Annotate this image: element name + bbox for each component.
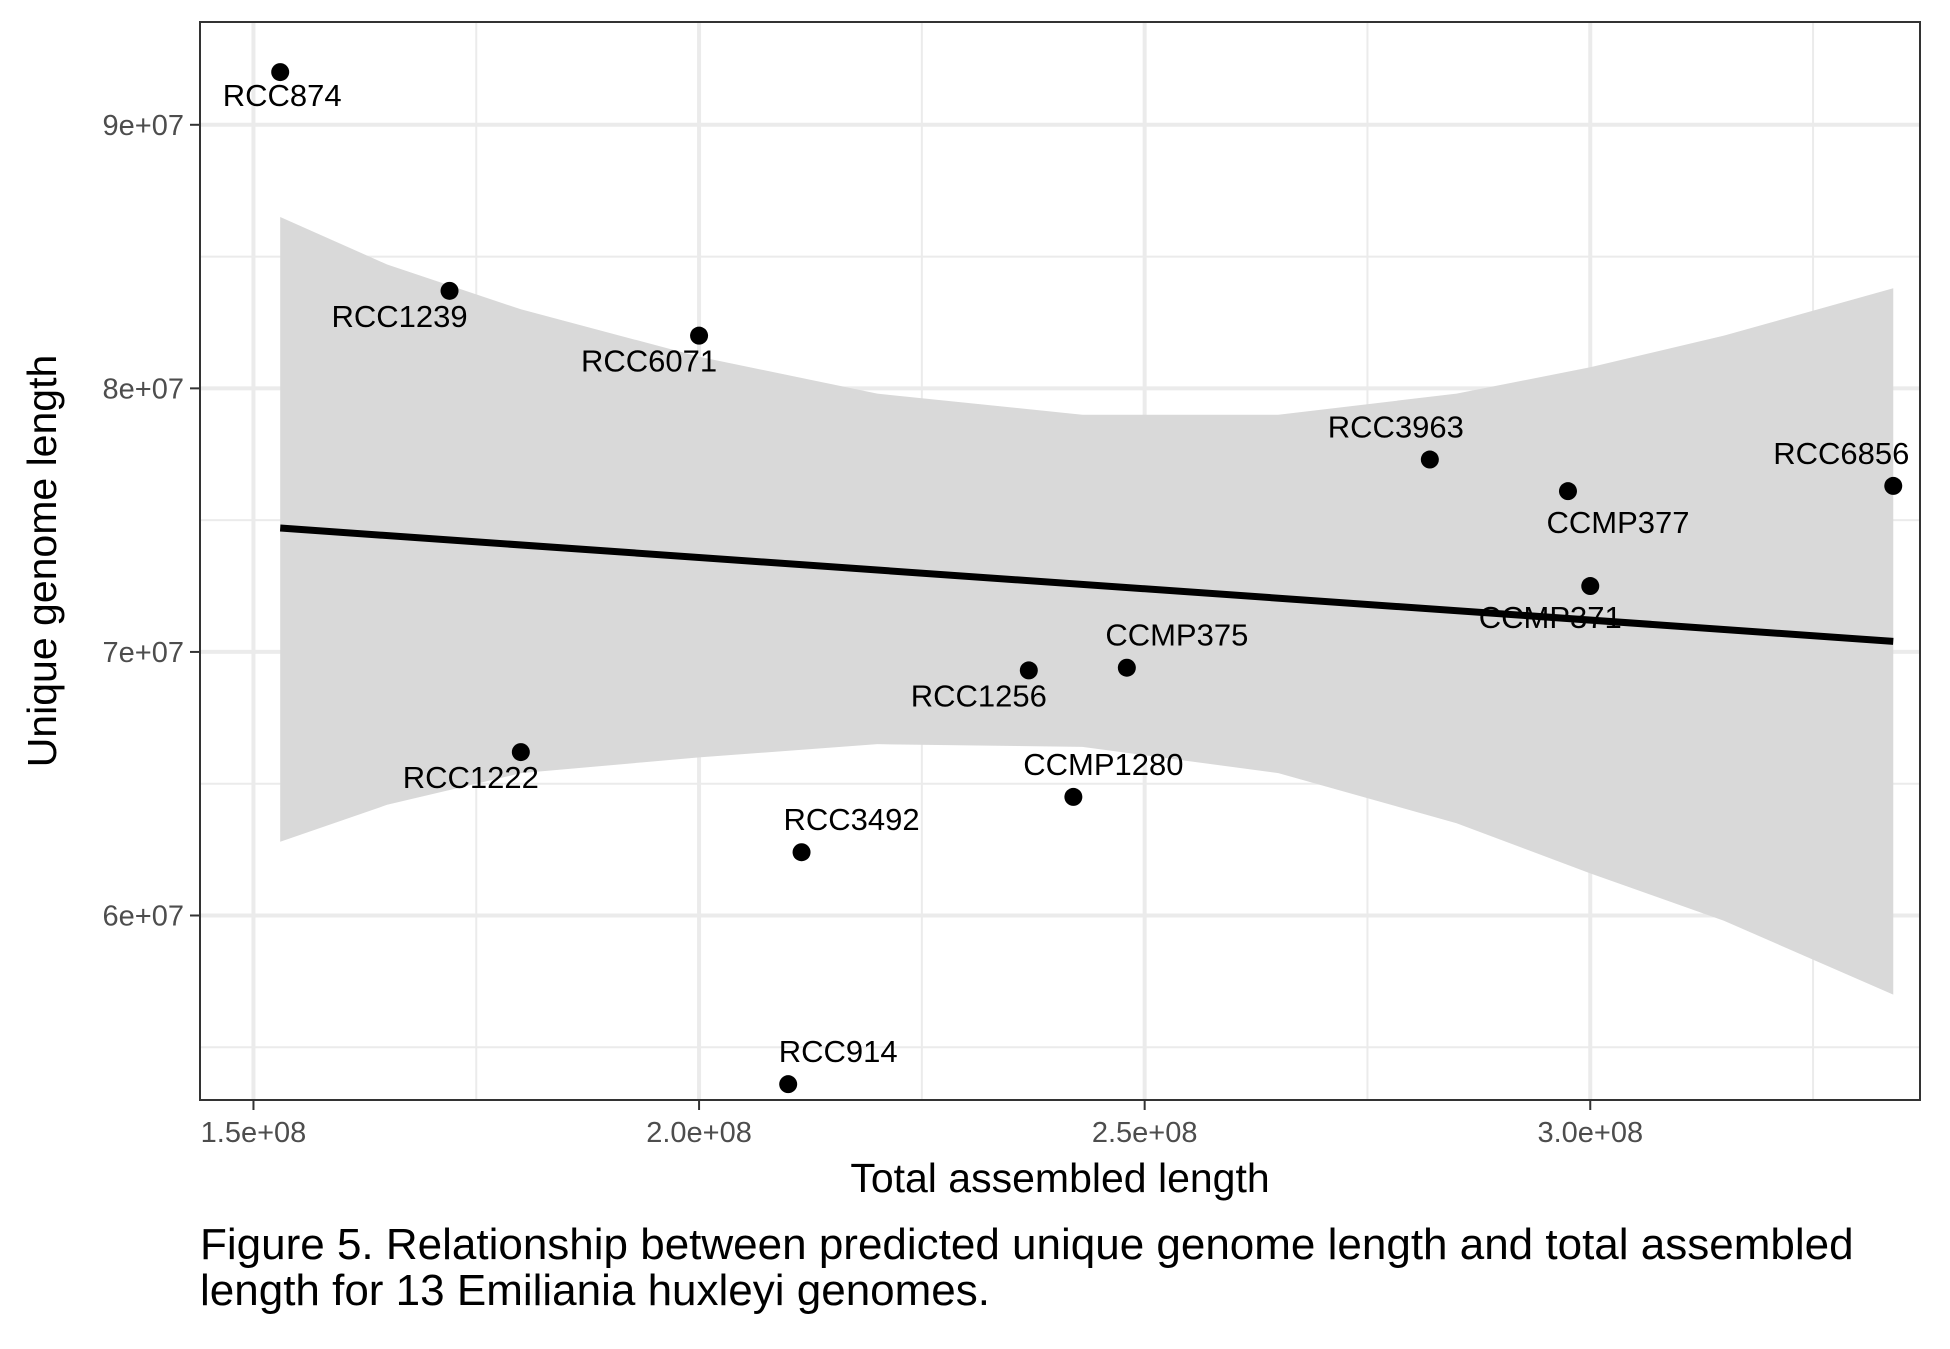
x-axis-label: Total assembled length xyxy=(850,1155,1269,1201)
point-label: CCMP377 xyxy=(1546,505,1689,540)
data-points xyxy=(271,63,1903,1094)
data-point xyxy=(271,63,290,82)
data-point xyxy=(511,743,530,762)
x-tick-label: 2.0e+08 xyxy=(646,1117,752,1149)
data-point xyxy=(779,1075,798,1094)
data-point xyxy=(1558,482,1577,501)
point-label: RCC914 xyxy=(779,1034,898,1069)
point-label: RCC6071 xyxy=(581,344,717,379)
point-labels: RCC874 RCC1239 RCC6071 RCC1222 RCC3492 RCC914… xyxy=(223,78,1910,1069)
data-point xyxy=(792,843,811,862)
confidence-band xyxy=(280,217,1894,995)
x-tick-label: 1.5e+08 xyxy=(201,1117,307,1149)
plot-panel-border xyxy=(199,21,1921,1101)
data-point xyxy=(440,281,459,300)
data-point xyxy=(1019,661,1038,680)
point-label: CCMP375 xyxy=(1105,618,1248,653)
point-label: CCMP371 xyxy=(1479,600,1622,635)
data-point xyxy=(690,326,709,345)
data-point xyxy=(1420,450,1439,469)
point-label: RCC874 xyxy=(223,78,342,113)
data-point xyxy=(1581,577,1600,596)
x-tick-label: 2.5e+08 xyxy=(1092,1117,1198,1149)
point-label: CCMP1280 xyxy=(1023,747,1183,782)
point-label: RCC1256 xyxy=(911,678,1047,713)
data-point xyxy=(1064,787,1083,806)
data-point xyxy=(1884,476,1903,495)
figure-caption: Figure 5. Relationship between predicted… xyxy=(200,1220,1854,1315)
point-label: RCC1222 xyxy=(403,760,539,795)
point-label: RCC3963 xyxy=(1328,410,1464,445)
point-label: RCC6856 xyxy=(1773,436,1909,471)
y-tick-label: 7e+07 xyxy=(103,637,184,669)
x-axis-ticks: 1.5e+08 2.0e+08 2.5e+08 3.0e+08 xyxy=(201,1100,1643,1149)
regression-line xyxy=(279,524,1894,645)
point-label: RCC1239 xyxy=(331,299,467,334)
point-label: RCC3492 xyxy=(783,802,919,837)
x-tick-label: 3.0e+08 xyxy=(1537,1117,1643,1149)
y-axis-ticks: 6e+07 7e+07 8e+07 9e+07 xyxy=(103,110,200,933)
data-point xyxy=(1117,658,1136,677)
y-axis-label: Unique genome length xyxy=(19,355,65,768)
y-tick-label: 8e+07 xyxy=(103,373,184,405)
y-tick-label: 9e+07 xyxy=(103,110,184,142)
y-tick-label: 6e+07 xyxy=(103,901,184,933)
